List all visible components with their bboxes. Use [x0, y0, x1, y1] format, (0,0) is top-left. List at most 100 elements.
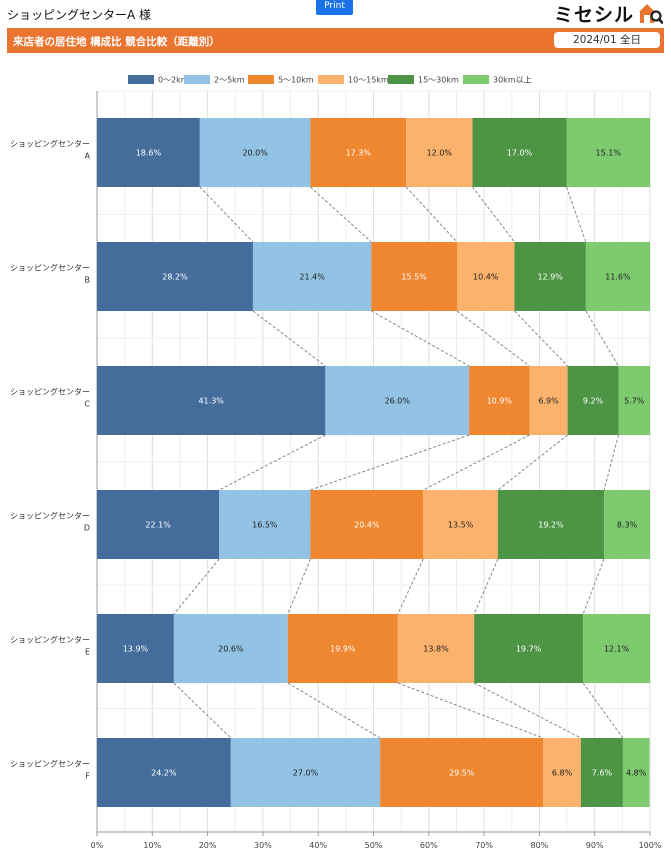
bar-segment [423, 490, 498, 559]
data-label: 22.1% [145, 521, 171, 530]
bar-segment [622, 738, 650, 807]
data-label: 20.0% [242, 149, 268, 158]
data-label: 9.2% [583, 397, 604, 406]
data-label: 19.7% [516, 645, 542, 654]
date-filter[interactable]: 2024/01 全日 [554, 32, 660, 48]
bar-segment [97, 118, 200, 187]
bar-segment [543, 738, 581, 807]
data-label: 18.6% [136, 149, 162, 158]
connector-line [582, 682, 624, 739]
legend-swatch [128, 75, 154, 84]
connector-line [473, 558, 499, 615]
bar-segment [397, 614, 475, 683]
category-label: ショッピングセンター [10, 511, 90, 521]
bar-segment [406, 118, 473, 187]
data-label: 16.5% [252, 521, 278, 530]
data-label: 6.9% [538, 397, 559, 406]
category-label: ショッピングセンター [10, 635, 90, 645]
report-title: 来店者の居住地 構成比 競合比較（距離別） [13, 36, 220, 48]
data-label: 17.0% [507, 149, 533, 158]
bar-segment [325, 366, 470, 435]
data-label: 11.6% [605, 273, 631, 282]
bar-segment [585, 242, 650, 311]
connector-line [397, 558, 424, 615]
bar-segment [310, 490, 424, 559]
connector-line [472, 186, 515, 243]
data-label: 28.2% [162, 273, 188, 282]
data-label: 27.0% [293, 769, 319, 778]
data-label: 10.4% [473, 273, 499, 282]
bar-segment [566, 118, 650, 187]
bar-segment [583, 614, 650, 683]
connector-line [252, 310, 326, 367]
connector-line [582, 558, 605, 615]
category-label: ショッピングセンター [10, 139, 90, 149]
connector-line [287, 558, 311, 615]
category-label: F [85, 772, 90, 781]
data-label: 13.5% [448, 521, 474, 530]
data-label: 17.3% [346, 149, 372, 158]
bar-segment [287, 614, 398, 683]
connector-line [423, 434, 530, 491]
data-label: 15.1% [596, 149, 622, 158]
data-label: 19.9% [330, 645, 356, 654]
bar-segment [97, 614, 174, 683]
x-tick-label: 50% [365, 841, 383, 850]
brand-name: ミセシル [553, 3, 634, 26]
connector-line [514, 310, 568, 367]
data-label: 5.7% [624, 397, 645, 406]
legend-label: 30km以上 [493, 76, 532, 85]
legend-swatch [463, 75, 489, 84]
x-tick-label: 10% [143, 841, 161, 850]
category-label: B [85, 276, 91, 285]
data-label: 13.8% [423, 645, 449, 654]
connector-line [397, 682, 544, 739]
data-label: 12.0% [427, 149, 453, 158]
bar-segment [474, 614, 584, 683]
bar-segment [514, 242, 586, 311]
bar-segment [97, 738, 231, 807]
data-label: 19.2% [538, 521, 564, 530]
bar-segment [457, 242, 515, 311]
data-label: 4.8% [626, 769, 647, 778]
bar-segment [469, 366, 530, 435]
print-button[interactable]: Print [316, 0, 353, 15]
bar-segment [252, 242, 372, 311]
x-tick-label: 90% [586, 841, 604, 850]
category-label: A [85, 152, 91, 161]
legend-swatch [388, 75, 414, 84]
bar-segment [497, 490, 605, 559]
data-label: 7.6% [592, 769, 613, 778]
legend-label: 10〜15km [348, 76, 389, 85]
x-tick-label: 60% [420, 841, 438, 850]
bar-segment [97, 490, 220, 559]
brand-logo: ミセシル [553, 2, 663, 26]
bar-segment [580, 738, 623, 807]
bar-segment [604, 490, 650, 559]
bar-segment [529, 366, 568, 435]
data-label: 41.3% [198, 397, 224, 406]
client-name-label: ショッピングセンターA 様 [7, 8, 152, 22]
category-label: D [84, 524, 90, 533]
category-label: ショッピングセンター [10, 263, 90, 273]
data-label: 8.3% [617, 521, 638, 530]
category-label: ショッピングセンター [10, 387, 90, 397]
bar-segment [371, 242, 458, 311]
bar-segment [310, 118, 407, 187]
data-label: 29.5% [449, 769, 475, 778]
bar-segment [472, 118, 567, 187]
data-label: 24.2% [151, 769, 177, 778]
data-label: 6.8% [552, 769, 573, 778]
bar-segment [219, 490, 311, 559]
x-tick-label: 80% [531, 841, 549, 850]
connector-line [173, 682, 232, 739]
data-label: 12.1% [604, 645, 630, 654]
connector-line [310, 434, 470, 491]
category-label: E [85, 648, 90, 657]
x-tick-label: 0% [91, 841, 104, 850]
bar-segment [97, 242, 253, 311]
bar-segment [230, 738, 381, 807]
x-tick-label: 70% [475, 841, 493, 850]
connector-line [585, 310, 619, 367]
